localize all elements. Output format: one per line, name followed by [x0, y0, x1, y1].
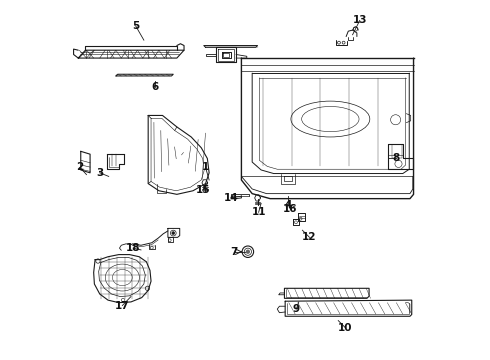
- Text: 9: 9: [293, 304, 300, 314]
- Circle shape: [172, 231, 175, 234]
- Text: 10: 10: [338, 323, 353, 333]
- Text: 11: 11: [251, 207, 266, 217]
- Text: 6: 6: [151, 82, 158, 92]
- Text: 15: 15: [196, 185, 210, 195]
- Text: 16: 16: [283, 204, 297, 214]
- Text: 3: 3: [96, 168, 103, 178]
- Text: 13: 13: [352, 15, 367, 26]
- Text: 7: 7: [230, 247, 237, 257]
- Text: 1: 1: [202, 162, 209, 172]
- Text: 5: 5: [132, 21, 139, 31]
- Text: 14: 14: [223, 193, 238, 203]
- Text: 12: 12: [302, 232, 317, 242]
- Text: 8: 8: [392, 153, 399, 163]
- Circle shape: [245, 249, 250, 254]
- Text: 4: 4: [284, 200, 292, 210]
- Text: 2: 2: [76, 162, 84, 172]
- Text: 18: 18: [126, 243, 140, 253]
- Text: 17: 17: [115, 301, 130, 311]
